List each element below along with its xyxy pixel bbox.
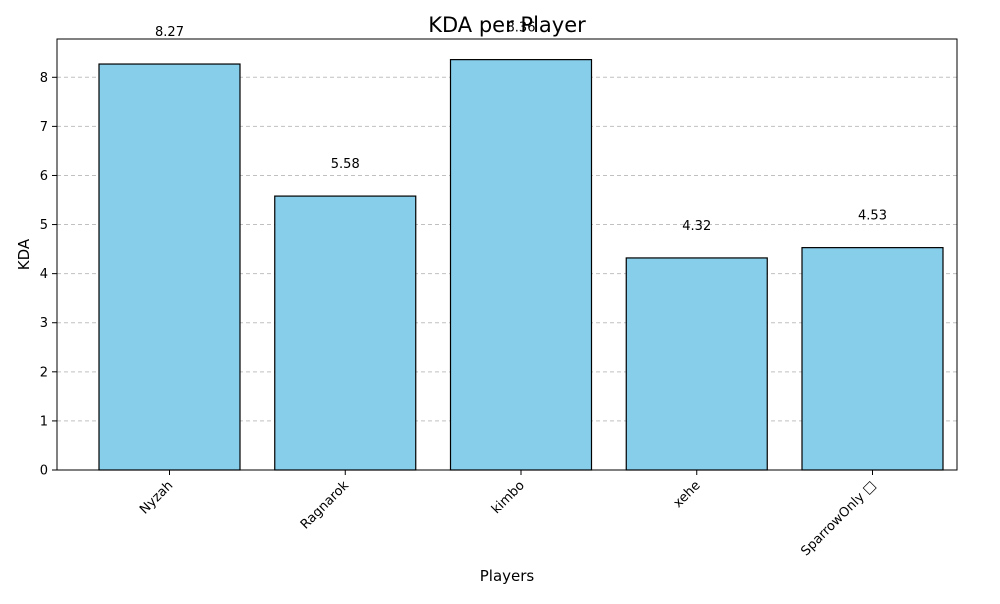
y-tick-label: 3 xyxy=(40,316,48,331)
bar-0 xyxy=(98,63,241,471)
plot-frame xyxy=(56,38,958,471)
x-tick-label: Ragnarok xyxy=(298,478,353,533)
data-label: 8.36 xyxy=(507,21,536,36)
chart-title: KDA per Player xyxy=(428,13,586,37)
data-label: 4.53 xyxy=(858,209,887,224)
data-labels: 8.27 5.58 8.36 4.32 4.53 xyxy=(155,21,887,234)
x-axis-title: Players xyxy=(480,567,535,585)
y-tick-label: 4 xyxy=(40,267,48,282)
data-label: 4.32 xyxy=(682,219,711,234)
bar-1 xyxy=(274,195,417,471)
x-tick-label: kimbo xyxy=(489,478,528,517)
y-tick-label: 5 xyxy=(40,218,48,233)
y-axis-title: KDA xyxy=(15,238,33,270)
y-axis-ticks: 0 1 2 3 4 5 6 7 8 xyxy=(40,71,57,479)
y-tick-label: 2 xyxy=(40,365,48,380)
x-tick-label: xehe xyxy=(671,478,704,511)
data-label: 8.27 xyxy=(155,25,184,40)
bar-4 xyxy=(801,247,944,471)
x-tick-label: SparrowOnly □ xyxy=(798,478,879,559)
y-tick-label: 8 xyxy=(40,71,48,86)
y-tick-label: 0 xyxy=(40,464,48,479)
bar-2 xyxy=(449,59,593,471)
bars xyxy=(98,59,944,471)
y-tick-label: 6 xyxy=(40,169,48,184)
data-label: 5.58 xyxy=(331,157,360,172)
y-tick-label: 7 xyxy=(40,120,48,135)
x-axis-ticks: Nyzah Ragnarok kimbo xehe SparrowOnly □ xyxy=(137,470,879,559)
bar-3 xyxy=(625,257,768,471)
x-tick-label: Nyzah xyxy=(137,478,176,517)
y-tick-label: 1 xyxy=(40,414,48,429)
